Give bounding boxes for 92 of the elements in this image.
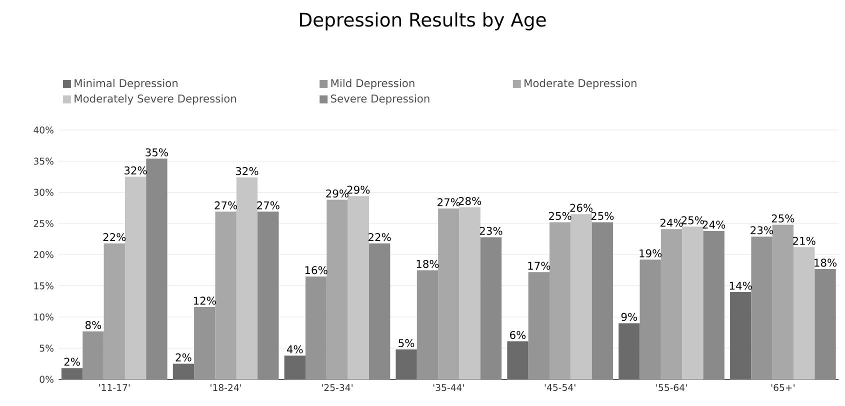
data-label: 35% [146, 148, 168, 156]
data-label: 17% [528, 262, 550, 270]
bar [82, 331, 104, 380]
data-label: 27% [438, 198, 460, 206]
legend-label: Mild Depression [331, 78, 414, 90]
y-tick-label: 40% [34, 126, 54, 134]
legend-label: Severe Depression [330, 94, 430, 105]
data-label: 28% [458, 196, 482, 206]
data-label: 29% [347, 186, 370, 194]
bar [592, 222, 614, 380]
data-label: 12% [194, 296, 216, 305]
x-tick-label: '11-17' [99, 384, 130, 391]
data-label: 2% [176, 353, 192, 362]
data-label: 24% [660, 218, 683, 227]
data-label: 6% [510, 330, 526, 340]
data-label: 32% [236, 167, 258, 176]
data-label: 16% [305, 266, 328, 274]
x-tick-label: '35-44' [433, 384, 464, 392]
x-tick-label: '18-24' [210, 384, 242, 392]
data-label: 26% [570, 204, 593, 212]
data-label: 23% [750, 226, 774, 234]
bar [730, 292, 752, 380]
data-label: 25% [682, 216, 704, 224]
bar [104, 243, 125, 380]
data-label: 23% [480, 226, 502, 235]
bar [258, 212, 279, 380]
data-label: 29% [326, 189, 348, 198]
y-tick-label: 5% [40, 344, 54, 352]
bar [236, 177, 258, 380]
bar [438, 208, 460, 380]
data-label: 25% [591, 212, 614, 220]
y-tick-label: 0% [40, 376, 54, 383]
data-label: 21% [793, 236, 816, 245]
bar [215, 212, 236, 380]
data-label: 5% [398, 339, 414, 348]
data-label: 25% [772, 214, 794, 222]
x-tick-label: '65+' [771, 384, 794, 392]
bar [507, 341, 528, 380]
bar [772, 224, 794, 380]
y-tick-label: 30% [34, 188, 54, 196]
y-tick-label: 25% [34, 220, 54, 228]
data-label: 4% [286, 345, 303, 354]
y-tick-label: 20% [34, 251, 54, 258]
data-label: 18% [814, 258, 837, 267]
bar [640, 260, 661, 380]
x-tick-label: '45-54' [544, 384, 576, 391]
data-label: 9% [621, 312, 638, 321]
bar [570, 214, 592, 380]
bar [528, 272, 550, 380]
bar [194, 307, 216, 380]
legend-label: Minimal Depression [74, 78, 178, 90]
bar [416, 270, 438, 380]
x-tick-label: '25-34' [322, 384, 352, 392]
data-label: 8% [85, 320, 102, 330]
bar [305, 276, 327, 380]
legend-label: Moderate Depression [524, 78, 636, 90]
bar [369, 243, 390, 380]
y-tick-label: 10% [34, 313, 54, 321]
bar [660, 229, 682, 380]
data-label: 24% [702, 220, 726, 229]
bar [480, 237, 502, 380]
data-label: 19% [640, 249, 662, 258]
x-tick-label: '55-64' [656, 384, 687, 392]
bar [172, 364, 194, 380]
y-tick-label: 15% [34, 282, 54, 290]
bar [618, 323, 640, 380]
bar [703, 230, 724, 380]
legend-label: Moderately Severe Depression [74, 94, 236, 105]
bar [124, 176, 146, 380]
data-label: 18% [416, 260, 439, 268]
data-label: 22% [103, 233, 126, 242]
data-label: 2% [64, 358, 80, 366]
data-label: 25% [549, 212, 572, 220]
bar [146, 158, 168, 380]
bar [459, 207, 480, 380]
bar [794, 247, 815, 380]
bar [348, 196, 369, 380]
bar [326, 200, 348, 380]
bar [396, 349, 417, 380]
data-label: 27% [214, 201, 238, 210]
y-tick-label: 35% [34, 158, 54, 165]
chart-title: Depression Results by Age [300, 12, 546, 30]
bar [682, 226, 704, 380]
data-label: 22% [368, 233, 391, 242]
bar [751, 236, 772, 380]
data-label: 27% [257, 201, 280, 210]
bar [814, 268, 836, 380]
bar [550, 222, 571, 380]
bar [284, 356, 306, 380]
data-label: 32% [124, 166, 147, 174]
data-label: 14% [730, 282, 752, 290]
bar [61, 368, 83, 380]
